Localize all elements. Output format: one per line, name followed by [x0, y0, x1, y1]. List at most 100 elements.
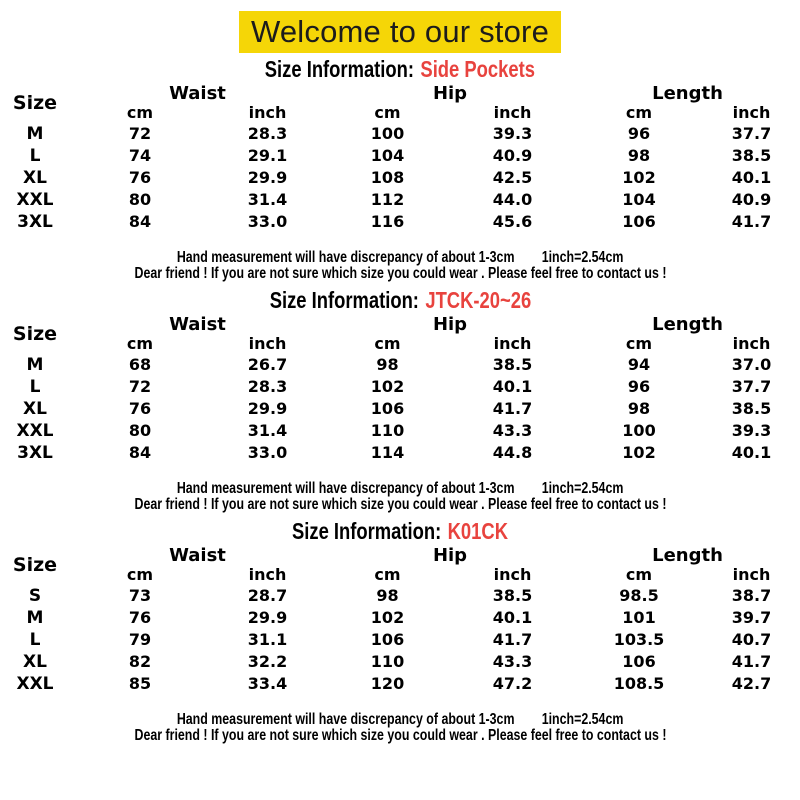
measurement-value: 40.9	[731, 190, 772, 209]
measurement-value: 42.5	[492, 168, 533, 187]
section-heading-product-name: JTCK-20~26	[424, 287, 531, 313]
measurement-value: 47.2	[492, 674, 533, 693]
measurement-value: 41.7	[492, 630, 533, 649]
col-group-hip: Hip	[432, 83, 468, 104]
section-heading-product-name: Side Pockets	[420, 56, 536, 82]
measurement-value: 44.8	[492, 443, 533, 462]
measurement-value: 76	[128, 608, 152, 627]
note-line-1: Hand measurement will have discrepancy o…	[0, 250, 800, 266]
measurement-value: 98	[627, 146, 651, 165]
measurement-value: 80	[128, 421, 152, 440]
measurement-value: 96	[627, 377, 651, 396]
unit-header: cm	[374, 103, 401, 122]
note-line-2: Dear friend ! If you are not sure which …	[0, 728, 800, 744]
size-row-label: M	[26, 608, 44, 628]
measurement-value: 43.3	[492, 652, 533, 671]
measurement-value: 85	[128, 674, 152, 693]
section-heading-prefix: Size Information:	[291, 518, 442, 544]
size-row-label: 3XL	[17, 212, 53, 232]
unit-header: inch	[732, 334, 771, 353]
size-row-label: L	[29, 377, 41, 397]
size-section-side-pockets: Size Information: Side Pockets Size Waist…	[0, 56, 800, 282]
section-heading: Size Information: JTCK-20~26	[0, 287, 800, 313]
unit-header: inch	[248, 565, 287, 584]
size-table: Size Waist Hip Length cm inch cm inch cm…	[0, 83, 800, 233]
measurement-value: 44.0	[492, 190, 533, 209]
unit-header: cm	[126, 103, 154, 122]
measurement-value: 84	[128, 212, 152, 231]
size-row-label: L	[29, 146, 41, 166]
measurement-value: 110	[370, 421, 405, 440]
col-group-waist: Waist	[169, 314, 226, 335]
measurement-value: 40.1	[731, 443, 772, 462]
unit-header: inch	[732, 565, 771, 584]
measurement-value: 114	[370, 443, 405, 462]
measurement-value: 29.9	[247, 168, 288, 187]
measurement-value: 108	[370, 168, 405, 187]
measurement-value: 108.5	[613, 674, 665, 693]
measurement-value: 104	[370, 146, 405, 165]
note-line-2: Dear friend ! If you are not sure which …	[0, 497, 800, 513]
measurement-value: 102	[622, 443, 656, 462]
size-row-label: XXL	[16, 190, 54, 210]
measurement-value: 102	[370, 608, 405, 627]
measurement-value: 76	[128, 168, 152, 187]
measurement-value: 33.0	[247, 212, 288, 231]
measurement-value: 98	[376, 355, 399, 374]
measurement-note: Hand measurement will have discrepancy o…	[0, 250, 800, 282]
measurement-value: 33.0	[247, 443, 288, 462]
measurement-value: 29.9	[247, 608, 288, 627]
measurement-value: 28.3	[247, 124, 288, 143]
unit-header: inch	[493, 334, 532, 353]
col-group-length: Length	[652, 83, 723, 104]
measurement-note: Hand measurement will have discrepancy o…	[0, 712, 800, 744]
note-inch-conversion: 1inch=2.54cm	[541, 249, 624, 266]
measurement-value: 103.5	[613, 630, 665, 649]
measurement-value: 37.7	[731, 377, 772, 396]
col-group-length: Length	[652, 545, 723, 566]
measurement-value: 45.6	[492, 212, 533, 231]
size-row-label: M	[26, 124, 44, 144]
measurement-note: Hand measurement will have discrepancy o…	[0, 481, 800, 513]
measurement-value: 39.3	[731, 421, 772, 440]
measurement-value: 82	[128, 652, 152, 671]
note-line-1: Hand measurement will have discrepancy o…	[0, 712, 800, 728]
measurement-value: 40.1	[492, 608, 533, 627]
size-row-label: XXL	[16, 674, 54, 694]
measurement-value: 112	[370, 190, 405, 209]
measurement-value: 79	[128, 630, 152, 649]
measurement-value: 37.7	[731, 124, 772, 143]
measurement-value: 102	[622, 168, 656, 187]
size-section-k01ck: Size Information: K01CK Size Waist Hip Le…	[0, 518, 800, 744]
measurement-value: 96	[627, 124, 651, 143]
unit-header: cm	[625, 334, 653, 353]
section-heading-product-name: K01CK	[447, 518, 508, 544]
measurement-value: 38.5	[731, 146, 772, 165]
measurement-value: 106	[370, 630, 405, 649]
note-line-1: Hand measurement will have discrepancy o…	[0, 481, 800, 497]
measurement-value: 106	[622, 212, 656, 231]
measurement-value: 74	[128, 146, 152, 165]
measurement-value: 73	[128, 586, 152, 605]
size-row-label: XXL	[16, 421, 54, 441]
section-heading: Size Information: Side Pockets	[0, 56, 800, 82]
measurement-value: 40.9	[492, 146, 533, 165]
col-header-size: Size	[12, 92, 58, 114]
measurement-value: 31.4	[247, 190, 288, 209]
measurement-value: 94	[627, 355, 651, 374]
measurement-value: 28.7	[247, 586, 288, 605]
note-discrepancy-text: Hand measurement will have discrepancy o…	[176, 480, 515, 497]
note-line-2: Dear friend ! If you are not sure which …	[0, 266, 800, 282]
note-inch-conversion: 1inch=2.54cm	[541, 711, 624, 728]
size-row-label: L	[29, 630, 41, 650]
measurement-value: 110	[370, 652, 405, 671]
note-inch-conversion: 1inch=2.54cm	[541, 480, 624, 497]
measurement-value: 106	[622, 652, 656, 671]
size-row-label: S	[28, 586, 42, 606]
measurement-value: 40.1	[731, 168, 772, 187]
unit-header: cm	[126, 334, 154, 353]
measurement-value: 84	[128, 443, 152, 462]
measurement-value: 41.7	[731, 652, 772, 671]
size-row-label: M	[26, 355, 44, 375]
measurement-value: 76	[128, 399, 152, 418]
